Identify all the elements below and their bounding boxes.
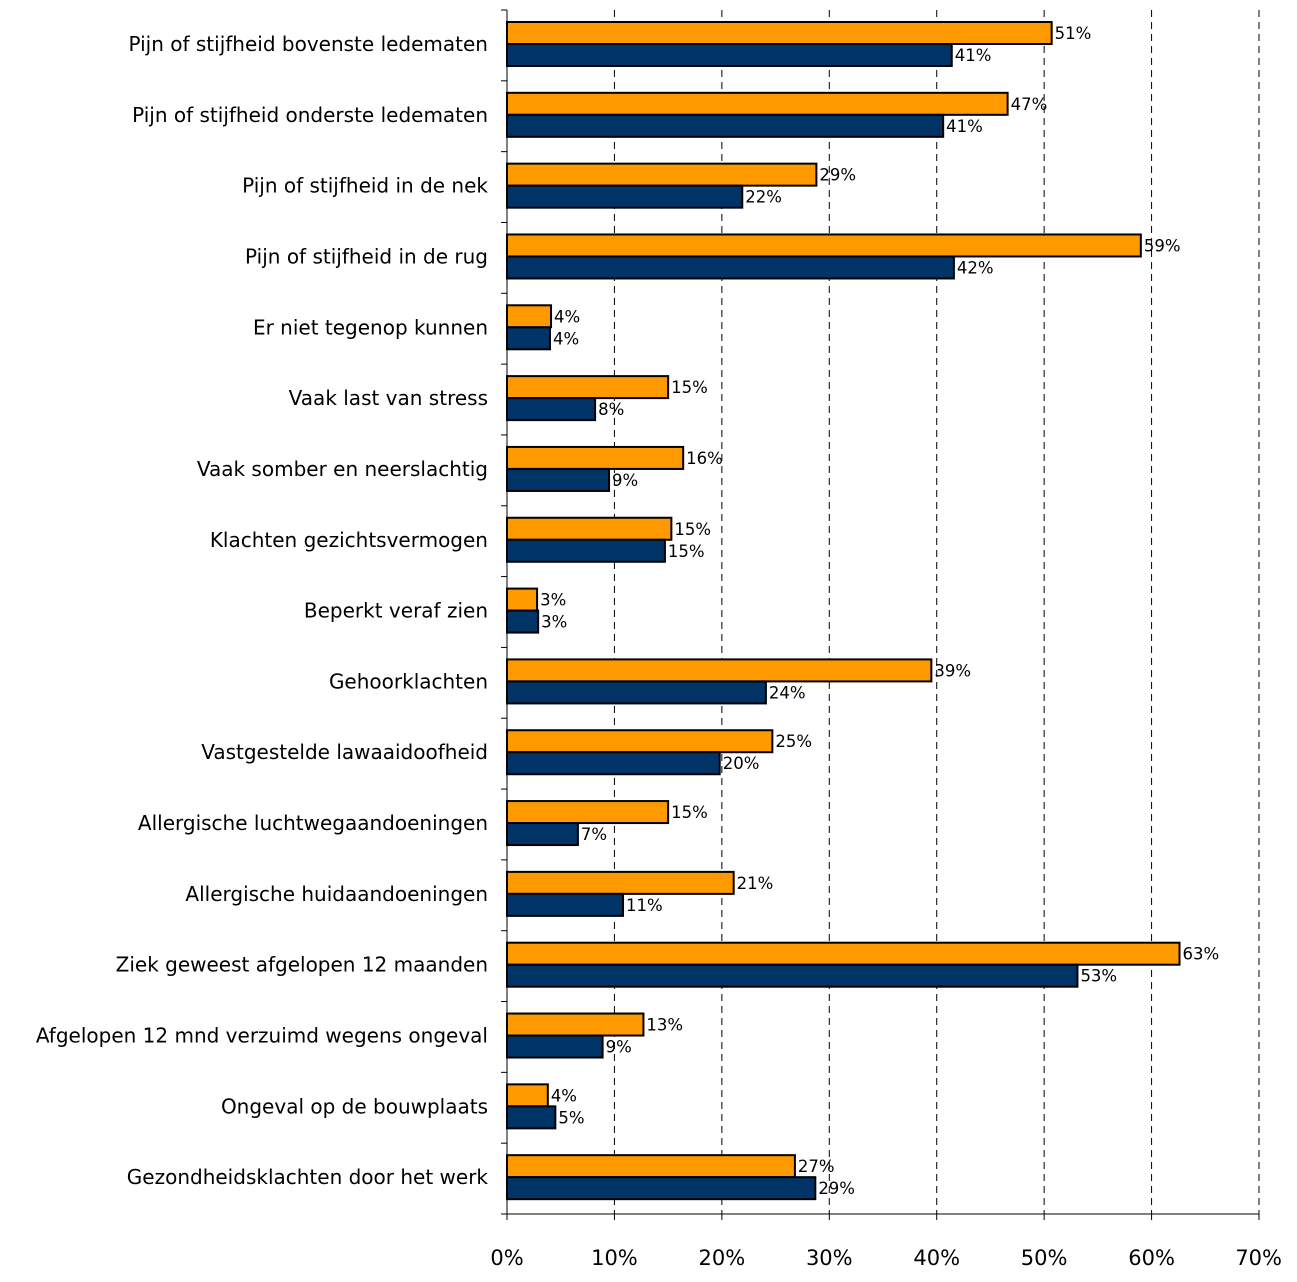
data-label: 4% — [551, 1086, 577, 1105]
data-label: 21% — [737, 874, 774, 893]
bar-series-1 — [506, 21, 1053, 45]
bar-series-1 — [506, 800, 670, 825]
x-tick-label: 40% — [913, 1246, 960, 1270]
category-label: Vaak somber en neerslachtig — [197, 457, 488, 481]
category-label: Allergische luchtwegaandoeningen — [138, 811, 488, 835]
bar-series-1 — [506, 1083, 549, 1108]
data-label: 3% — [540, 591, 566, 610]
category-label: Vaak last van stress — [289, 386, 488, 410]
category-label: Klachten gezichtsvermogen — [210, 528, 488, 552]
data-label: 3% — [541, 613, 567, 632]
x-tick-label: 50% — [1021, 1246, 1068, 1270]
x-tick-label: 60% — [1128, 1246, 1175, 1270]
data-label: 51% — [1055, 24, 1092, 43]
bar-series-1 — [506, 587, 539, 612]
data-label: 13% — [646, 1016, 683, 1035]
data-label: 41% — [946, 117, 983, 136]
bar-series-1 — [506, 375, 670, 400]
data-label: 15% — [671, 378, 708, 397]
category-label: Pijn of stijfheid in de rug — [245, 244, 488, 268]
bar-series-2 — [506, 1105, 557, 1130]
bar-series-2 — [506, 255, 955, 280]
bar-series-2 — [506, 113, 945, 138]
data-label: 15% — [671, 803, 708, 822]
bar-series-1 — [506, 729, 774, 754]
data-label: 42% — [957, 258, 994, 277]
bar-series-2 — [506, 1176, 817, 1201]
bar-series-2 — [506, 751, 721, 776]
axes — [501, 9, 1260, 1220]
data-label: 9% — [606, 1038, 632, 1057]
data-label: 25% — [775, 732, 812, 751]
bar-series-2 — [506, 680, 767, 705]
bar-series-1 — [506, 658, 933, 683]
x-tick-label: 10% — [591, 1246, 638, 1270]
category-label: Ziek geweest afgelopen 12 maanden — [116, 953, 488, 977]
data-label: 29% — [818, 1179, 855, 1198]
category-label: Pijn of stijfheid bovenste ledematen — [128, 32, 488, 56]
bars — [506, 21, 1181, 1201]
bar-series-1 — [506, 941, 1181, 966]
x-tick-label: 30% — [806, 1246, 853, 1270]
bar-series-1 — [506, 1154, 796, 1179]
data-label: 11% — [626, 896, 663, 915]
bar-series-2 — [506, 1034, 604, 1059]
bar-series-1 — [506, 233, 1142, 258]
data-label: 47% — [1011, 95, 1048, 114]
data-label: 15% — [668, 542, 705, 561]
data-label: 22% — [745, 188, 782, 207]
data-label: 20% — [723, 754, 760, 773]
category-label: Gehoorklachten — [329, 669, 488, 693]
bar-series-2 — [506, 43, 953, 67]
bar-series-2 — [506, 892, 625, 917]
bar-series-2 — [506, 184, 744, 209]
bar-series-1 — [506, 162, 818, 187]
bar-series-2 — [506, 326, 551, 351]
bar-series-1 — [506, 91, 1009, 116]
data-label: 24% — [769, 683, 806, 702]
bar-series-2 — [506, 467, 611, 492]
bar-series-1 — [506, 445, 685, 470]
data-label: 41% — [955, 46, 992, 65]
bar-series-2 — [506, 822, 579, 847]
x-tick-label: 20% — [699, 1246, 746, 1270]
data-label: 15% — [674, 520, 711, 539]
x-tick-label: 70% — [1235, 1246, 1282, 1270]
category-label: Vastgestelde lawaaidoofheid — [201, 740, 488, 764]
bar-series-1 — [506, 304, 553, 329]
gridlines — [613, 10, 1260, 1214]
data-label: 59% — [1144, 236, 1181, 255]
data-label: 39% — [934, 661, 971, 680]
bar-series-1 — [506, 516, 673, 541]
bar-series-2 — [506, 963, 1079, 988]
data-label: 5% — [558, 1108, 584, 1127]
data-label: 4% — [553, 329, 579, 348]
labels: 51% 47% 29% 59% 4% 15% 16% 15% 3% 39% 25% 15% 21% 63%… — [36, 24, 1282, 1270]
data-label: 16% — [686, 449, 723, 468]
bar-series-1 — [506, 1012, 645, 1037]
data-label: 27% — [798, 1157, 835, 1176]
category-label: Afgelopen 12 mnd verzuimd wegens ongeval — [36, 1024, 488, 1048]
category-label: Er niet tegenop kunnen — [253, 315, 488, 339]
data-label: 53% — [1080, 967, 1117, 986]
data-label: 4% — [554, 307, 580, 326]
data-label: 7% — [581, 825, 607, 844]
bar-series-2 — [506, 397, 597, 422]
x-tick-label: 0% — [490, 1246, 523, 1270]
category-label: Allergische huidaandoeningen — [185, 882, 488, 906]
bar-series-2 — [506, 609, 540, 634]
bar-series-2 — [506, 538, 666, 563]
data-label: 9% — [612, 471, 638, 490]
data-label: 8% — [598, 400, 624, 419]
category-label: Pijn of stijfheid in de nek — [242, 174, 488, 198]
category-label: Gezondheidsklachten door het werk — [127, 1165, 489, 1189]
bar-series-1 — [506, 870, 735, 895]
category-label: Beperkt veraf zien — [304, 599, 488, 623]
data-label: 29% — [819, 166, 856, 185]
category-label: Ongeval op de bouwplaats — [221, 1094, 488, 1118]
category-label: Pijn of stijfheid onderste ledematen — [132, 103, 488, 127]
data-label: 63% — [1183, 945, 1220, 964]
